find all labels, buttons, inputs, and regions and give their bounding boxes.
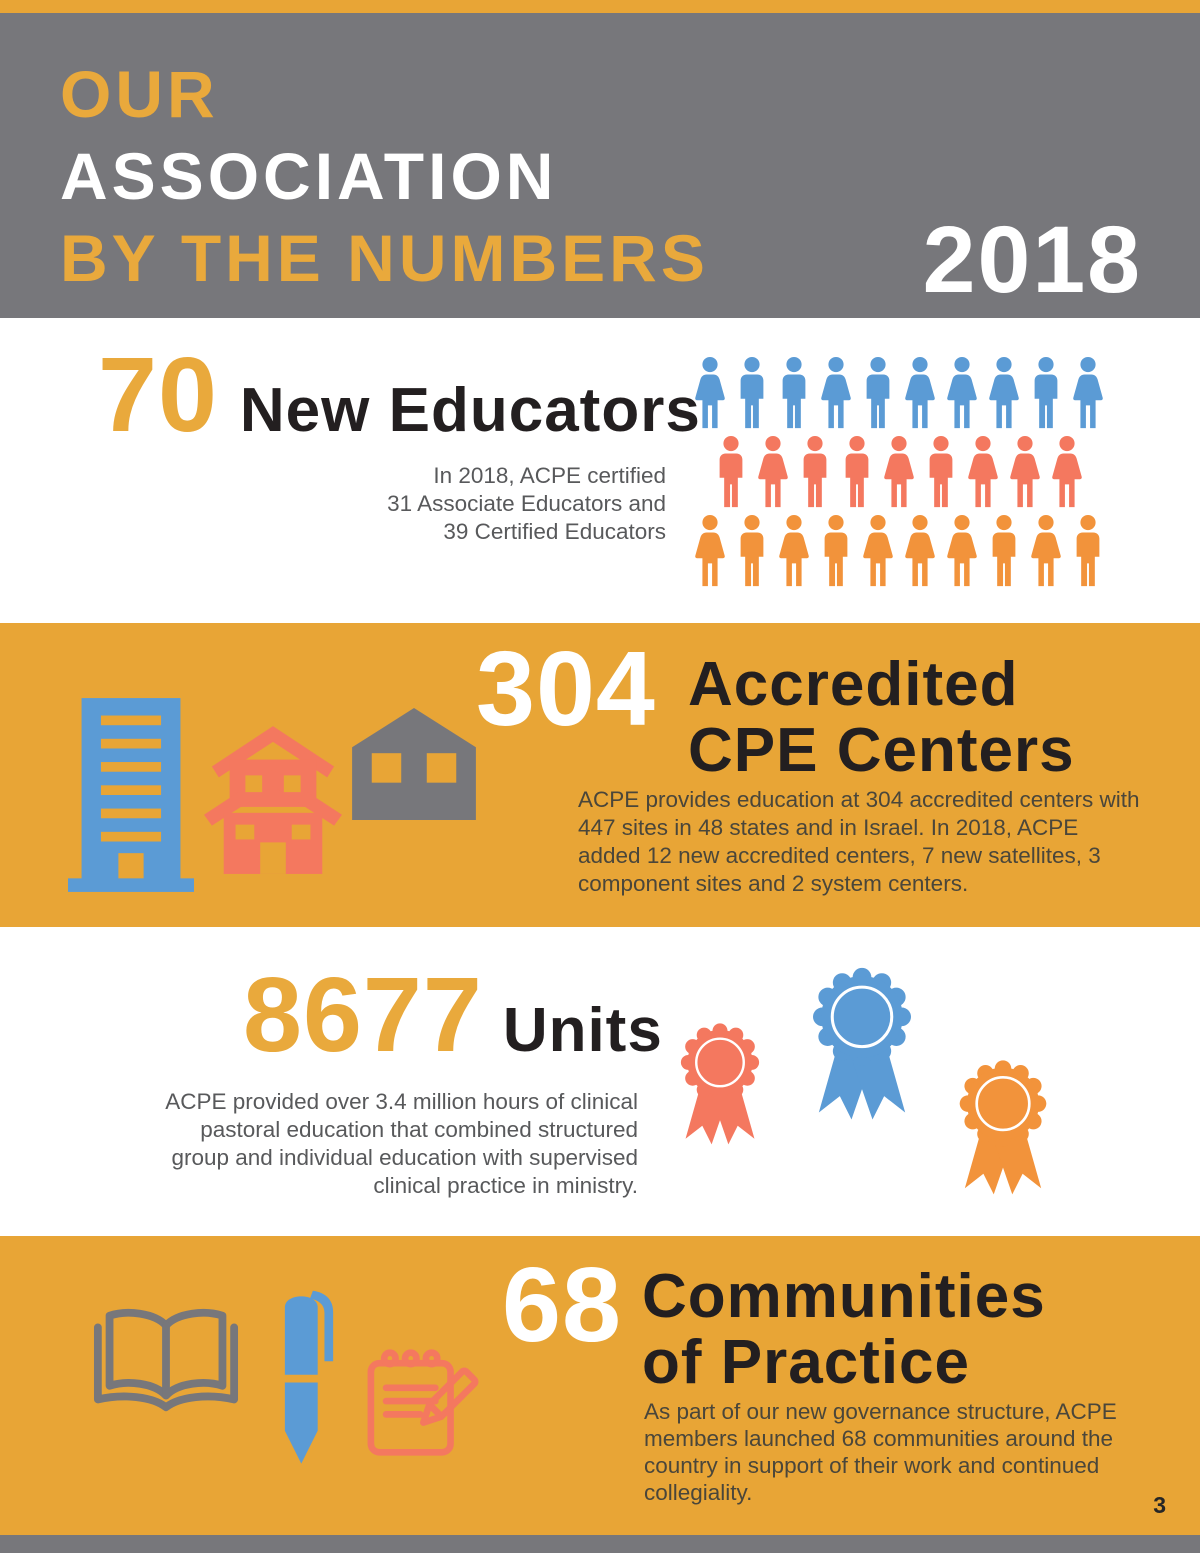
- rosette-salmon: [664, 1014, 776, 1163]
- person-man-icon: [719, 435, 743, 508]
- people-pictogram: [690, 356, 1108, 593]
- communities-stat: 68: [502, 1252, 622, 1358]
- educators-title: New Educators: [239, 376, 701, 445]
- small-house-icon: [352, 708, 476, 820]
- header-line-1: OUR: [60, 57, 219, 131]
- centers-description: ACPE provides education at 304 accredite…: [578, 787, 1140, 896]
- two-story-house-icon: [204, 726, 342, 876]
- communities-title-line2: of Practice: [642, 1328, 971, 1397]
- notepad-pencil-icon: [366, 1348, 482, 1458]
- units-description: ACPE provided over 3.4 million hours of …: [165, 1089, 638, 1198]
- page-number: 3: [1153, 1492, 1166, 1518]
- rosette-orange: [941, 1050, 1065, 1215]
- rosette-ribbon-icon: [813, 967, 911, 1120]
- open-book-icon: [88, 1306, 244, 1415]
- person-woman-icon: [947, 514, 977, 587]
- person-woman-icon: [905, 356, 935, 429]
- person-woman-icon: [758, 435, 788, 508]
- pictogram-row-blue: [690, 356, 1108, 430]
- units-number: 8677: [243, 956, 483, 1074]
- person-woman-icon: [968, 435, 998, 508]
- centers-stat: 304: [476, 636, 656, 742]
- header: OUR ASSOCIATION BY THE NUMBERS 2018: [0, 13, 1200, 318]
- person-woman-icon: [884, 435, 914, 508]
- header-line-3: BY THE NUMBERS: [60, 221, 709, 295]
- person-woman-icon: [1073, 356, 1103, 429]
- pictogram-row-orange: [690, 514, 1108, 588]
- educators-number: 70: [98, 336, 218, 454]
- person-man-icon: [1076, 514, 1100, 587]
- person-woman-icon: [863, 514, 893, 587]
- centers-title-line2: CPE Centers: [688, 716, 1075, 785]
- units-title: Units: [502, 996, 663, 1065]
- person-woman-icon: [905, 514, 935, 587]
- person-woman-icon: [1031, 514, 1061, 587]
- centers-number: 304: [476, 630, 656, 748]
- communities-title-line1: Communities: [642, 1262, 1046, 1331]
- communities-title: Communities of Practice: [642, 1264, 1046, 1396]
- pen-icon: [278, 1284, 340, 1482]
- person-woman-icon: [695, 356, 725, 429]
- communities-number: 68: [502, 1246, 622, 1364]
- person-man-icon: [740, 514, 764, 587]
- educators-description: In 2018, ACPE certified 31 Associate Edu…: [387, 463, 666, 544]
- person-woman-icon: [695, 514, 725, 587]
- person-man-icon: [1034, 356, 1058, 429]
- pictogram-row-salmon: [690, 435, 1108, 509]
- person-man-icon: [929, 435, 953, 508]
- person-woman-icon: [779, 514, 809, 587]
- person-man-icon: [803, 435, 827, 508]
- office-building-icon: [68, 698, 194, 892]
- person-woman-icon: [989, 356, 1019, 429]
- educators-stat: 70 New Educators: [98, 342, 701, 448]
- person-man-icon: [866, 356, 890, 429]
- person-woman-icon: [947, 356, 977, 429]
- person-woman-icon: [1052, 435, 1082, 508]
- communities-description: As part of our new governance structure,…: [644, 1399, 1117, 1505]
- person-woman-icon: [821, 356, 851, 429]
- person-man-icon: [740, 356, 764, 429]
- section-cpe-centers: [0, 623, 1200, 927]
- person-man-icon: [782, 356, 806, 429]
- buildings-icon-group: [68, 698, 476, 892]
- bottom-gray-strip: [0, 1535, 1200, 1553]
- person-woman-icon: [1010, 435, 1040, 508]
- units-stat: 8677 Units: [243, 962, 663, 1068]
- rosette-ribbon-icon: [680, 1023, 760, 1145]
- header-year: 2018: [922, 207, 1142, 313]
- centers-title: Accredited CPE Centers: [688, 652, 1075, 784]
- person-man-icon: [992, 514, 1016, 587]
- header-line-2: ASSOCIATION: [60, 139, 558, 213]
- top-gold-strip: [0, 0, 1200, 13]
- person-man-icon: [824, 514, 848, 587]
- rosette-blue: [792, 956, 932, 1143]
- person-man-icon: [845, 435, 869, 508]
- rosette-ribbon-icon: [959, 1060, 1047, 1195]
- centers-title-line1: Accredited: [688, 650, 1019, 719]
